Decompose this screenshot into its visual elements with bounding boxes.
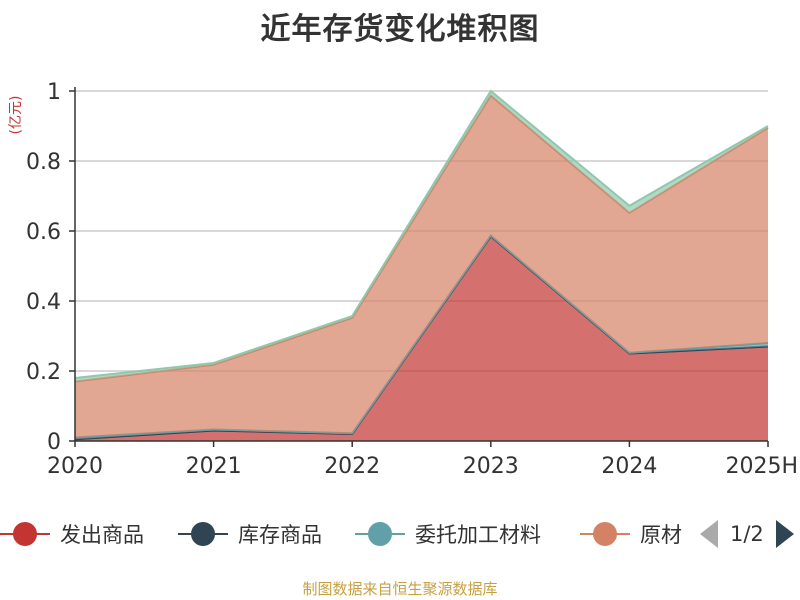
legend-symbol-weituo <box>355 521 405 547</box>
legend-item-yuancailiao[interactable]: 原材 <box>580 520 682 548</box>
area-layer <box>74 89 769 441</box>
line-series-4 <box>74 89 769 379</box>
legend-prev-page-icon[interactable] <box>700 520 718 548</box>
axes: 0 0.2 0.4 0.6 0.8 1 2020 2021 2022 2023 2024 2025H <box>26 80 798 479</box>
legend-label-weituo: 委托加工材料 <box>415 523 541 547</box>
y-axis-unit-label: (亿元) <box>8 96 24 135</box>
legend-label-yuancailiao: 原材 <box>640 523 682 547</box>
legend-item-weituo[interactable]: 委托加工材料 <box>355 520 541 548</box>
legend-dot-weituo <box>368 522 392 546</box>
x-tick-label: 2021 <box>186 454 242 479</box>
legend-label-fachu: 发出商品 <box>60 523 144 547</box>
x-tick-label: 2023 <box>463 454 519 479</box>
legend-item-kucun[interactable]: 库存商品 <box>178 520 322 548</box>
legend-item-fachu[interactable]: 发出商品 <box>0 520 144 548</box>
legend-symbol-kucun <box>178 521 228 547</box>
area-series-0 <box>75 236 768 441</box>
legend-pager: 1/2 <box>700 518 794 550</box>
chart-title: 近年存货变化堆积图 <box>260 12 540 47</box>
x-tick-label: 2020 <box>47 454 103 479</box>
legend-next-page-icon[interactable] <box>775 520 794 548</box>
y-tick-label: 0.4 <box>26 290 61 315</box>
legend-label-kucun: 库存商品 <box>238 523 322 547</box>
source-note: 制图数据来自恒生聚源数据库 <box>302 580 498 598</box>
legend-dot-fachu <box>13 522 37 546</box>
legend-items-viewport: 发出商品 库存商品 委托加工材料 原材 <box>0 512 684 556</box>
legend-symbol-fachu <box>0 521 50 547</box>
x-tick-label: 2024 <box>601 454 657 479</box>
x-tick-label: 2022 <box>324 454 380 479</box>
y-tick-label: 0.8 <box>26 150 61 175</box>
legend-symbol-yuancailiao <box>580 521 630 547</box>
legend-dot-kucun <box>191 522 215 546</box>
x-tick-label: 2025H <box>725 454 798 479</box>
legend-page-indicator: 1/2 <box>730 522 764 546</box>
y-tick-label: 0 <box>47 430 61 455</box>
y-tick-label: 0.2 <box>26 360 61 385</box>
y-tick-label: 0.6 <box>26 220 61 245</box>
legend-dot-yuancailiao <box>593 522 617 546</box>
area-series-3 <box>75 95 768 438</box>
legend: 发出商品 库存商品 委托加工材料 原材 1/2 <box>0 512 800 556</box>
y-tick-label: 1 <box>47 80 61 105</box>
